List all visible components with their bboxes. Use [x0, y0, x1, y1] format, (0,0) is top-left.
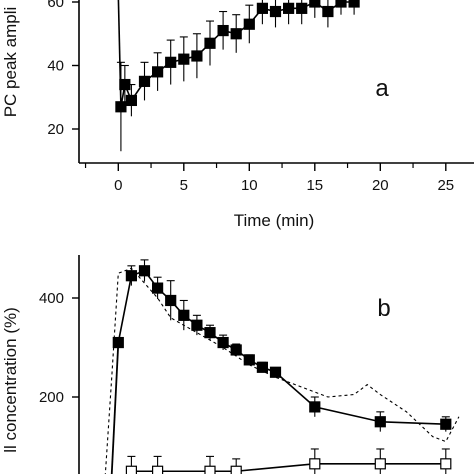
panel-a-data-point — [256, 2, 268, 14]
panel-b-data-point — [204, 327, 216, 339]
panel-a-data-point — [230, 28, 242, 40]
panel-a-x-tick-label: 15 — [306, 177, 323, 194]
panel-b-data-point — [152, 465, 164, 474]
panel-a-data-point — [204, 37, 216, 49]
panel-a-y-axis-title: PC peak ampli — [1, 7, 20, 118]
panel-a-y-tick-label: 60 — [47, 0, 64, 11]
panel-b-data-point — [440, 458, 452, 470]
panel-b-series-0-line — [117, 269, 446, 426]
panel-b-data-point — [374, 416, 386, 428]
panel-a-label: a — [375, 75, 389, 102]
panel-b-data-point — [217, 336, 229, 349]
panel-a-data-point — [191, 50, 203, 62]
panel-b-data-point — [138, 265, 151, 277]
panel-a-data-point — [138, 75, 151, 87]
panel-a-data-point — [152, 66, 164, 78]
panel-b-data-point — [230, 344, 242, 356]
panel-b-data-point — [112, 336, 124, 349]
panel-b-marks — [104, 259, 460, 474]
panel-a-data-point — [335, 0, 347, 8]
panel-a-data-point — [309, 0, 321, 8]
panel-a-data-point — [217, 24, 229, 37]
panel-b-ticks: 200 400 — [39, 290, 79, 406]
panel-b-data-point — [191, 319, 203, 331]
panel-b-label: b — [377, 295, 390, 322]
panel-b-data-point — [440, 418, 452, 430]
panel-a-x-tick-label: 25 — [437, 177, 454, 194]
panel-b-data-point — [204, 465, 216, 474]
panel-b-series-0-rise-line — [110, 342, 120, 474]
panel-a-y-tick-label: 40 — [47, 58, 64, 75]
panel-b-data-point — [165, 294, 177, 307]
panel-b-data-point — [269, 366, 282, 378]
panel-b-data-point — [125, 465, 138, 474]
panel-a-x-tick-label: 20 — [372, 177, 389, 194]
panel-a-series-0-line — [120, 1, 355, 107]
panel-a-marks — [115, 0, 360, 152]
panel-a-x-tick-label: 5 — [180, 177, 188, 194]
panel-a-ticks: 20 40 60 0 5 10 15 20 25 — [47, 0, 454, 194]
panel-a-data-point — [348, 0, 360, 8]
panel-b-y-tick-label: 200 — [39, 389, 64, 406]
panel-b-data-point — [374, 458, 386, 470]
panel-b-data-point — [309, 401, 321, 413]
panel-b-data-point — [256, 361, 268, 373]
panel-a-data-point — [283, 2, 295, 14]
panel-b-data-point — [152, 282, 164, 294]
panel-b-data-point — [230, 465, 242, 474]
panel-b-data-point — [243, 354, 255, 366]
panel-b: 200 400 ll concentration (%) b — [1, 255, 460, 474]
panel-a-data-point — [165, 56, 177, 68]
panel-b-series-2-dashed-line — [104, 267, 460, 474]
panel-a-data-point — [269, 5, 282, 18]
panel-b-data-point — [125, 270, 138, 282]
panel-a-x-axis-title: Time (min) — [234, 211, 315, 230]
panel-a-x-tick-label: 10 — [241, 177, 258, 194]
panel-b-y-axis-title: ll concentration (%) — [1, 307, 20, 453]
panel-a-x-tick-label: 0 — [114, 177, 122, 194]
panel-a-data-point — [243, 18, 255, 30]
panel-a-data-point — [115, 101, 127, 113]
panel-b-series-1-line — [131, 463, 446, 473]
panel-a-data-point — [296, 2, 308, 14]
panel-a-data-point — [125, 94, 138, 107]
panel-a-y-tick-label: 20 — [47, 121, 64, 138]
panel-b-y-tick-label: 400 — [39, 290, 64, 307]
panel-b-data-point — [178, 309, 190, 321]
panel-b-data-point — [309, 458, 321, 470]
panel-a-data-point — [178, 53, 190, 65]
panel-a: 20 40 60 0 5 10 15 20 25 Time (min) PC peak ampl… — [1, 0, 474, 230]
panel-a-data-point — [322, 5, 334, 18]
